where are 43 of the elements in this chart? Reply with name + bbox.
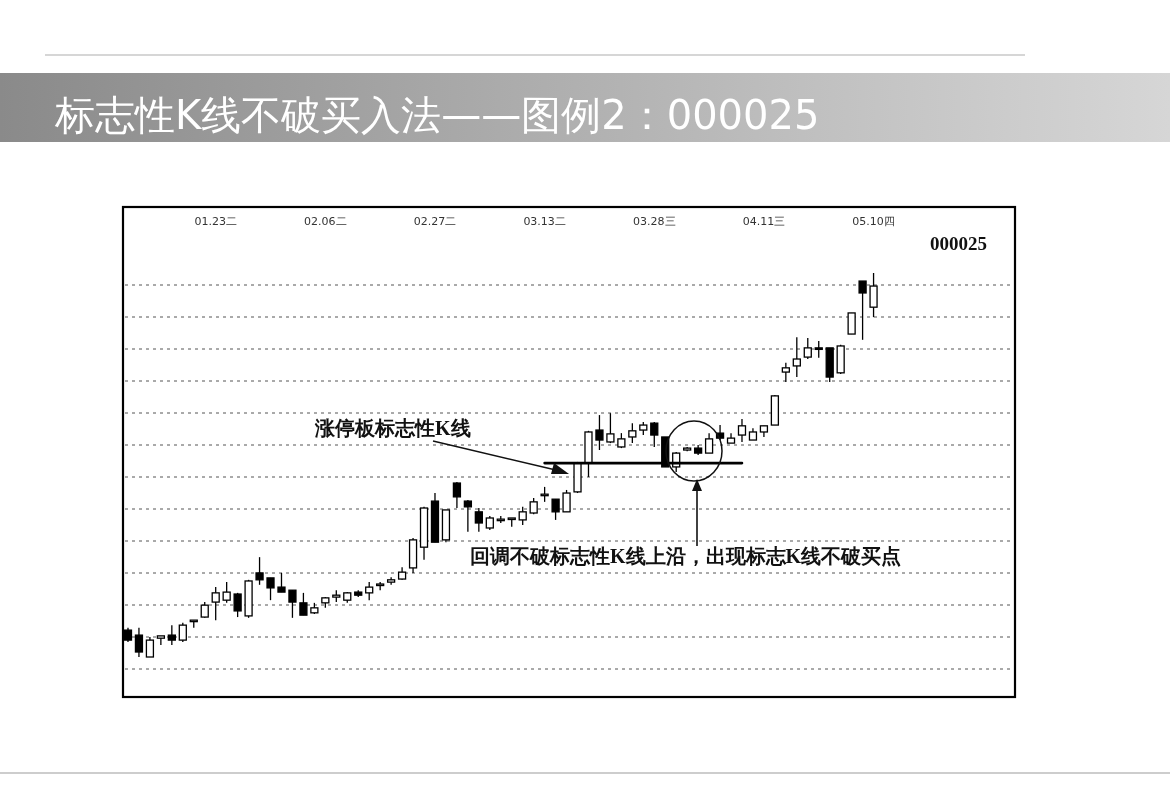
- candlestick: [145, 636, 155, 658]
- candlestick: [650, 421, 659, 448]
- candlestick: [869, 272, 878, 318]
- x-tick-label: 03.13二: [523, 215, 566, 228]
- candlestick: [134, 627, 144, 658]
- candlestick: [562, 489, 571, 513]
- candlestick: [781, 362, 790, 383]
- x-tick-label: 02.06二: [304, 215, 347, 228]
- candlestick: [277, 572, 286, 593]
- candlestick: [255, 556, 264, 586]
- candlestick: [288, 589, 297, 619]
- candlestick: [792, 336, 801, 378]
- candlestick: [847, 312, 856, 335]
- candlestick: [156, 635, 166, 646]
- candlestick: [299, 592, 308, 616]
- candlestick: [704, 432, 714, 454]
- candlestick: [628, 422, 637, 444]
- candlestick: [551, 498, 560, 521]
- candlestick: [606, 412, 615, 444]
- x-tick-label: 04.11三: [742, 215, 786, 228]
- candlestick: [595, 414, 604, 451]
- candlestick: [452, 481, 462, 509]
- candlestick: [803, 337, 812, 360]
- candlestick: [737, 418, 747, 443]
- x-tick-label: 05.10四: [852, 215, 895, 228]
- candlestick: [463, 499, 473, 533]
- candlestick: [178, 622, 187, 643]
- annotation: 回调不破标志性K线上沿，出现标志K线不破买点: [470, 545, 902, 567]
- x-tick-label: 02.27二: [413, 215, 457, 228]
- candlestick: [518, 506, 527, 526]
- candlestick: [211, 586, 220, 621]
- candlestick: [365, 581, 374, 601]
- x-tick-label: 03.28三: [633, 215, 676, 228]
- chart-title: 标志性K线不破买入法——图例2：000025: [54, 92, 820, 138]
- x-tick-label: 01.23二: [194, 215, 237, 228]
- candlestick: [222, 581, 231, 604]
- candlestick: [167, 624, 176, 646]
- annotation: 涨停板标志性K线: [314, 417, 471, 439]
- text: 000025: [930, 233, 987, 254]
- candlestick: [233, 592, 242, 618]
- candlestick: [474, 507, 483, 533]
- candlestick: [858, 280, 867, 341]
- candlestick: [266, 577, 275, 601]
